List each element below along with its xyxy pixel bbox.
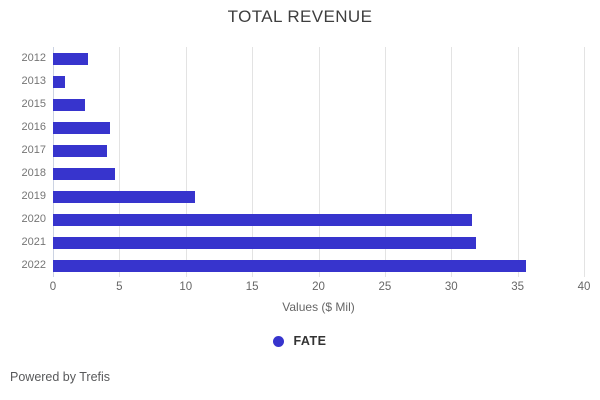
x-tick-label: 35 bbox=[511, 281, 525, 293]
y-axis-label-2013: 2013 bbox=[21, 75, 46, 87]
x-tick-label: 30 bbox=[444, 281, 458, 293]
bar-row bbox=[53, 116, 584, 139]
gridline bbox=[318, 47, 320, 277]
bar-row bbox=[53, 139, 584, 162]
y-axis-label-2015: 2015 bbox=[21, 98, 46, 110]
bar-2020[interactable] bbox=[53, 213, 473, 226]
bar-row bbox=[53, 70, 584, 93]
x-tick-label: 0 bbox=[49, 281, 57, 293]
legend[interactable]: FATE bbox=[0, 334, 600, 348]
x-tick-label: 5 bbox=[116, 281, 123, 293]
bar-2013[interactable] bbox=[53, 75, 65, 88]
y-axis-label-2016: 2016 bbox=[21, 121, 46, 133]
x-tick-label: 40 bbox=[577, 281, 591, 293]
gridline bbox=[119, 47, 121, 277]
bar-row bbox=[53, 47, 584, 70]
chart-title: TOTAL REVENUE bbox=[227, 7, 373, 26]
bar-row bbox=[53, 231, 584, 254]
bar-2017[interactable] bbox=[53, 144, 108, 157]
gridline bbox=[517, 47, 519, 277]
bar-row bbox=[53, 254, 584, 277]
x-tick-label: 15 bbox=[245, 281, 259, 293]
gridline bbox=[584, 47, 585, 277]
plot-area bbox=[53, 47, 585, 277]
bar-2018[interactable] bbox=[53, 167, 116, 180]
bar-2016[interactable] bbox=[53, 121, 111, 134]
legend-label: FATE bbox=[293, 334, 327, 348]
gridline bbox=[185, 47, 187, 277]
legend-dot-icon bbox=[273, 335, 285, 347]
y-axis-line bbox=[53, 47, 54, 277]
bar-row bbox=[53, 162, 584, 185]
y-axis-label-2019: 2019 bbox=[21, 190, 46, 202]
y-axis-label-2022: 2022 bbox=[21, 259, 46, 271]
y-axis-label-2017: 2017 bbox=[21, 144, 46, 156]
bar-row bbox=[53, 93, 584, 116]
y-axis-label-2018: 2018 bbox=[21, 167, 46, 179]
bar-2021[interactable] bbox=[53, 236, 477, 249]
powered-by-trefis-text: Powered by Trefis bbox=[10, 370, 111, 384]
x-tick-label: 10 bbox=[179, 281, 193, 293]
bar-2012[interactable] bbox=[53, 52, 88, 65]
bar-2022[interactable] bbox=[53, 259, 526, 272]
bar-row bbox=[53, 185, 584, 208]
x-tick-label: 25 bbox=[378, 281, 392, 293]
bar-row bbox=[53, 208, 584, 231]
y-axis-label-2021: 2021 bbox=[21, 236, 46, 248]
bar-2019[interactable] bbox=[53, 190, 196, 203]
bar-2015[interactable] bbox=[53, 98, 85, 111]
y-axis-label-2020: 2020 bbox=[21, 213, 46, 225]
x-tick-label: 20 bbox=[312, 281, 325, 293]
gridline bbox=[451, 47, 453, 277]
x-axis-title: Values ($ Mil) bbox=[282, 300, 355, 314]
y-axis-label-2012: 2012 bbox=[21, 52, 46, 64]
gridline bbox=[252, 47, 254, 277]
gridline bbox=[384, 47, 386, 277]
